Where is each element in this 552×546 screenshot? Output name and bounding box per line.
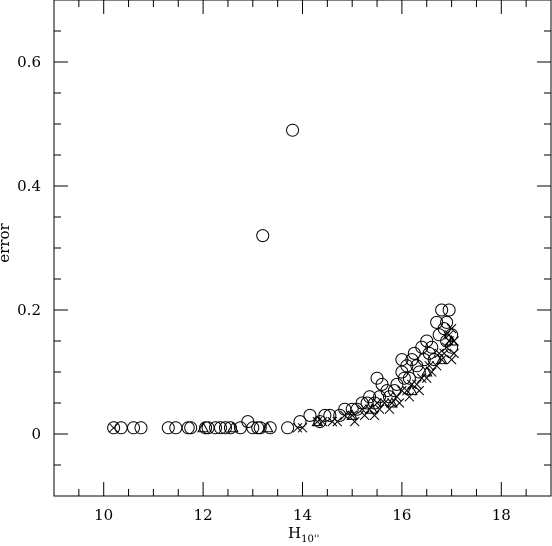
x-tick-label: 16 xyxy=(392,506,411,524)
point-circle xyxy=(387,384,401,398)
point-circle xyxy=(127,421,141,435)
point-circle xyxy=(323,408,337,422)
x-tick-label: 12 xyxy=(194,506,213,524)
point-circle xyxy=(293,415,307,429)
point-circle xyxy=(442,303,456,317)
point-cross xyxy=(292,422,303,433)
point-cross xyxy=(312,416,323,427)
x-tick-label: 14 xyxy=(293,506,312,524)
point-cross xyxy=(387,398,397,408)
point-circle xyxy=(253,421,267,435)
point-cross xyxy=(317,416,328,427)
point-triangle xyxy=(261,421,274,433)
point-cross xyxy=(392,391,402,402)
tick-labels: 10 12 14 16 18 0 0.2 0.4 0.6 xyxy=(17,53,511,524)
y-tick-label: 0.6 xyxy=(17,53,41,71)
point-cross xyxy=(436,354,447,365)
point-triangle xyxy=(197,421,209,433)
point-circle xyxy=(256,229,270,243)
point-circle xyxy=(425,340,439,354)
point-triangle xyxy=(386,396,398,408)
point-cross xyxy=(446,323,457,334)
point-circle xyxy=(134,421,148,435)
point-cross xyxy=(431,360,442,371)
y-axis-label: error xyxy=(0,222,13,262)
point-circle xyxy=(440,315,454,329)
x-tick-label: 18 xyxy=(492,506,511,524)
point-circle xyxy=(263,421,277,435)
point-cross xyxy=(421,373,432,384)
point-circle xyxy=(107,421,121,435)
point-circle xyxy=(281,421,295,435)
point-cross xyxy=(347,410,358,421)
point-circle xyxy=(427,353,441,367)
point-circle xyxy=(246,421,260,435)
point-circle xyxy=(318,408,332,422)
point-triangle xyxy=(420,365,433,377)
point-circle xyxy=(286,123,300,137)
point-cross xyxy=(332,416,343,427)
point-cross xyxy=(404,391,415,402)
point-cross xyxy=(449,348,459,359)
point-circle xyxy=(360,396,374,410)
point-cross xyxy=(297,422,308,433)
y-tick-label: 0.2 xyxy=(17,301,41,319)
point-circle xyxy=(169,421,183,435)
point-cross xyxy=(402,385,412,396)
point-triangle xyxy=(227,421,239,433)
point-circle xyxy=(223,421,237,435)
x-axis-label-main: H xyxy=(288,524,301,542)
y-tick-label: 0 xyxy=(31,425,41,443)
point-circle xyxy=(251,421,265,435)
point-triangle xyxy=(445,334,458,346)
point-circle xyxy=(161,421,175,435)
point-circle xyxy=(412,365,426,379)
x-tick-label: 10 xyxy=(94,506,113,524)
point-triangle xyxy=(346,409,359,420)
point-triangle xyxy=(435,353,448,365)
point-triangle xyxy=(366,403,378,414)
point-cross xyxy=(384,404,395,415)
point-cross xyxy=(108,422,119,433)
point-cross xyxy=(426,367,437,377)
point-circle xyxy=(380,384,394,398)
point-circle xyxy=(435,303,449,317)
point-cross xyxy=(369,410,380,421)
axis-ticks xyxy=(53,0,552,497)
point-cross xyxy=(416,373,427,384)
point-cross xyxy=(446,354,457,365)
point-circle xyxy=(397,371,411,385)
point-cross xyxy=(372,398,382,408)
point-circle xyxy=(114,421,128,435)
plot-frame xyxy=(53,0,552,497)
point-cross xyxy=(349,416,360,427)
point-cross xyxy=(406,379,417,390)
point-cross xyxy=(327,416,338,427)
point-cross xyxy=(441,342,452,353)
point-triangle xyxy=(405,384,418,396)
data-points xyxy=(107,123,459,435)
x-axis-label: H10'' xyxy=(288,524,319,545)
point-circle xyxy=(181,421,195,435)
point-circle xyxy=(184,421,198,435)
point-circle xyxy=(213,421,227,435)
y-tick-label: 0.4 xyxy=(17,177,41,195)
point-circle xyxy=(402,371,416,385)
point-cross xyxy=(397,385,407,396)
point-cross xyxy=(357,404,367,415)
x-axis-label-sub: 10'' xyxy=(301,534,319,545)
point-triangle xyxy=(311,415,324,427)
point-circle xyxy=(303,408,317,422)
point-cross xyxy=(411,379,422,390)
point-circle xyxy=(218,421,232,435)
point-circle xyxy=(209,421,223,435)
